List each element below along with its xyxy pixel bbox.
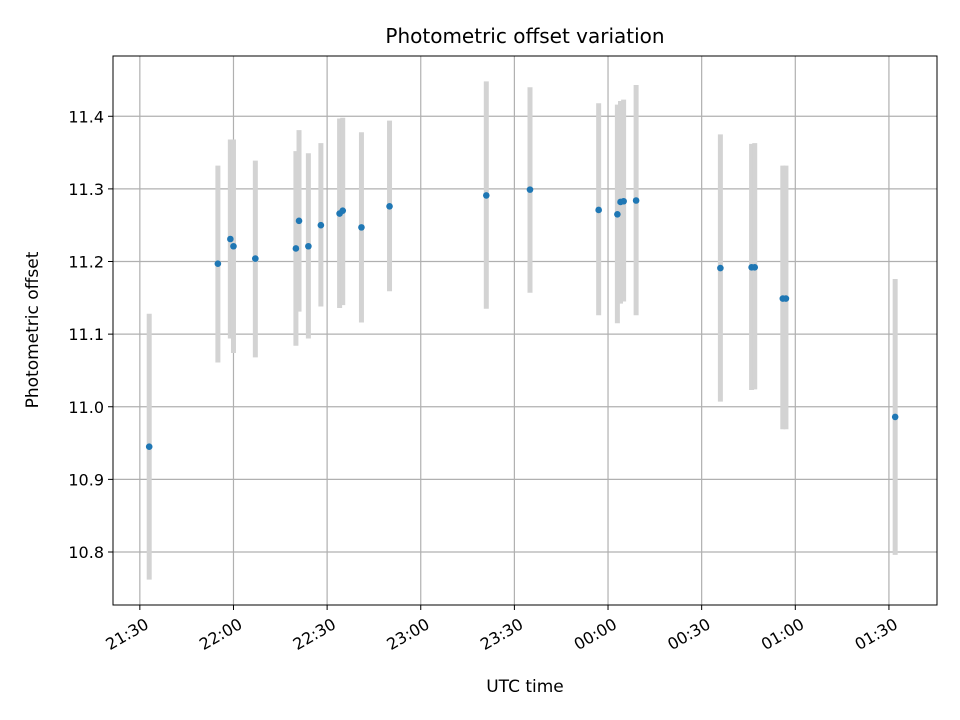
y-tick-label: 11.2	[68, 253, 104, 272]
data-points	[145, 186, 899, 450]
y-tick-label: 10.9	[68, 470, 104, 489]
data-point	[305, 242, 312, 250]
chart-title: Photometric offset variation	[385, 24, 664, 48]
data-point	[295, 217, 303, 225]
data-point	[252, 255, 259, 262]
y-tick-label: 11.1	[68, 325, 104, 344]
data-point	[145, 443, 153, 450]
data-point	[717, 264, 724, 272]
data-point	[227, 235, 234, 243]
grid-lines	[113, 56, 937, 605]
data-point	[482, 192, 490, 199]
data-point	[358, 224, 365, 231]
data-point	[620, 197, 627, 205]
data-point	[214, 260, 222, 267]
plot-area	[113, 56, 937, 605]
data-point	[292, 245, 300, 252]
y-tick-label: 11.3	[68, 180, 104, 199]
data-point	[614, 211, 621, 218]
data-point	[317, 221, 325, 229]
data-point	[526, 186, 534, 193]
y-axis-ticks: 10.8 10.9 11.0 11.1 11.2 11.3 11.4	[68, 107, 113, 562]
plot-frame	[112, 55, 938, 606]
data-point	[386, 203, 393, 210]
data-point	[891, 413, 899, 421]
y-axis-title: Photometric offset	[23, 251, 43, 408]
data-point	[751, 264, 759, 271]
data-point	[339, 207, 347, 214]
y-tick-label: 11.0	[68, 398, 104, 417]
y-tick-label: 10.8	[68, 543, 104, 562]
data-point	[782, 295, 790, 302]
data-point	[230, 242, 237, 250]
data-point	[595, 206, 602, 214]
data-point	[632, 197, 640, 204]
y-tick-label: 11.4	[68, 107, 104, 126]
x-axis-title: UTC time	[486, 677, 564, 697]
